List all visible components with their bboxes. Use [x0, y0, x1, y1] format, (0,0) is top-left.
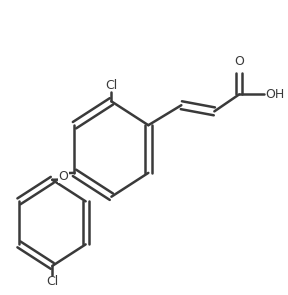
Text: Cl: Cl	[105, 79, 118, 92]
Text: OH: OH	[265, 88, 285, 101]
Text: Cl: Cl	[46, 275, 58, 288]
Text: O: O	[58, 170, 68, 183]
Text: O: O	[234, 55, 244, 68]
